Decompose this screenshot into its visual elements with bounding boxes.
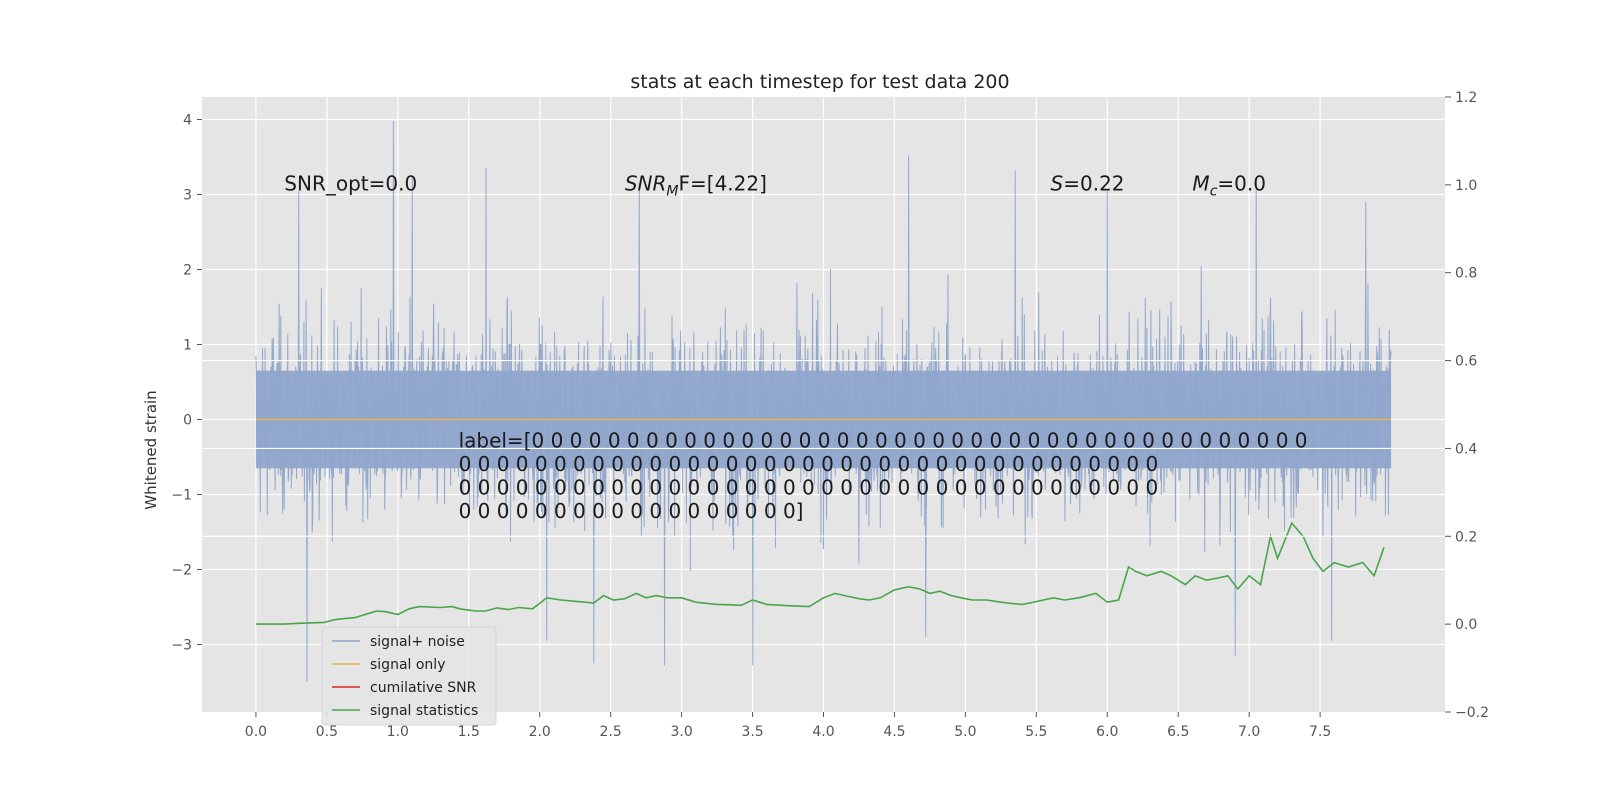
x-tick-label: 6.0 [1096,724,1118,740]
chart-title: stats at each timestep for test data 200 [630,71,1009,93]
y-axis-ticks: 4 3 2 1 0 −1 −2 −3 [171,113,202,654]
label-text-line: 0 0 0 0 0 0 0 0 0 0 0 0 0 0 0 0 0 0 0 0 … [459,476,1159,500]
signal-statistics-line [255,521,1385,625]
y-tick-label: 4 [183,113,192,129]
y-tick-label: 3 [183,188,192,204]
y2-tick-label: 1.0 [1455,178,1477,194]
label-array-text: label=[0 0 0 0 0 0 0 0 0 0 0 0 0 0 0 0 0… [459,429,1308,524]
series-signal-statistics [255,521,1385,625]
y2-tick-label: 0.0 [1455,617,1477,633]
x-tick-label: 5.0 [954,724,976,740]
x-tick-label: 5.5 [1025,724,1047,740]
noise-line [255,120,1392,683]
legend-label: signal statistics [370,703,478,719]
y-tick-label: −3 [171,638,192,654]
x-tick-label: 4.5 [883,724,905,740]
annotation-text: S=0.22 [1051,171,1125,195]
x-tick-label: 3.5 [741,724,763,740]
legend-label: signal+ noise [370,634,465,650]
y2-tick-label: 0.6 [1455,354,1477,370]
label-text-line: 0 0 0 0 0 0 0 0 0 0 0 0 0 0 0 0 0 0 0 0 … [459,452,1159,476]
y-axis-label: Whitened strain [142,390,160,509]
annotation-text: SNR_opt=0.0 [284,171,417,195]
y-tick-label: 0 [183,413,192,429]
x-tick-label: 1.5 [458,724,480,740]
legend-label: signal only [370,657,445,673]
x-axis-ticks: 0.0 0.5 1.0 1.5 2.0 2.5 3.0 3.5 4.0 4.5 5.0 5.5 6.0 6… [245,712,1331,740]
y2-tick-label: 0.2 [1455,529,1477,545]
x-tick-label: 3.0 [670,724,692,740]
y-tick-label: 1 [183,338,192,354]
annotation-text: SNRMF=[4.22] [625,171,767,199]
x-tick-label: 2.5 [600,724,622,740]
y-tick-label: −1 [171,488,192,504]
y-tick-label: 2 [183,263,192,279]
x-tick-label: 2.0 [529,724,551,740]
x-tick-label: 6.5 [1167,724,1189,740]
y-tick-label: −2 [171,563,192,579]
x-tick-label: 1.0 [387,724,409,740]
y2-axis-ticks: 1.2 1.0 0.8 0.6 0.4 0.2 0.0 −0.2 [1445,90,1489,721]
y2-tick-label: 0.8 [1455,266,1477,282]
overlay-lines [202,359,1445,537]
y2-tick-label: 1.2 [1455,90,1477,106]
x-tick-label: 7.0 [1238,724,1260,740]
x-tick-label: 0.0 [245,724,267,740]
label-text-line: 0 0 0 0 0 0 0 0 0 0 0 0 0 0 0 0 0 0] [459,499,804,523]
label-text-line: label=[0 0 0 0 0 0 0 0 0 0 0 0 0 0 0 0 0… [459,429,1308,453]
x-tick-label: 0.5 [316,724,338,740]
legend: signal+ noise signal only cumilative SNR si… [321,626,497,726]
y2-tick-label: −0.2 [1455,705,1489,721]
annotations: SNR_opt=0.0 SNRMF=[4.22] S=0.22 Mc=0.0 [284,171,1266,199]
annotation-text: Mc=0.0 [1192,171,1266,199]
x-tick-label: 4.0 [812,724,834,740]
legend-label: cumilative SNR [370,680,477,696]
legend-box [321,626,497,726]
y2-tick-label: 0.4 [1455,441,1477,457]
x-tick-label: 7.5 [1309,724,1331,740]
